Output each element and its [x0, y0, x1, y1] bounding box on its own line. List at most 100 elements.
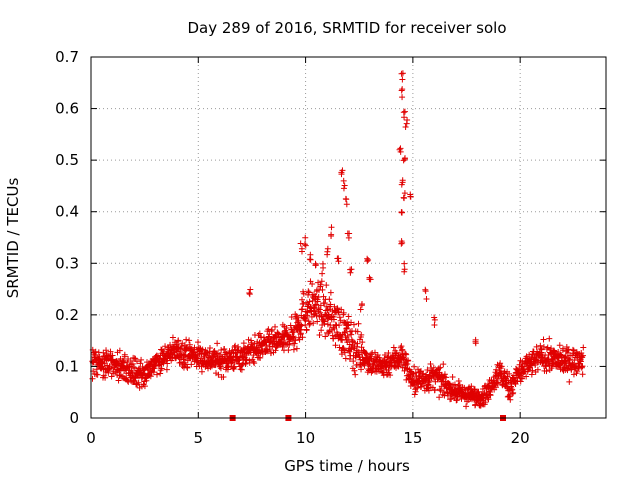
data-point [350, 345, 357, 352]
data-point [328, 231, 335, 238]
data-point [570, 347, 577, 354]
data-point [206, 345, 213, 352]
data-point [298, 248, 305, 255]
data-point [348, 266, 355, 273]
data-point [560, 345, 567, 352]
data-point [247, 286, 254, 293]
data-point [425, 387, 432, 394]
data-point [325, 311, 332, 318]
data-point [485, 388, 492, 395]
data-point [223, 351, 230, 358]
data-point [314, 318, 321, 325]
data-point [250, 358, 257, 365]
data-point [218, 347, 225, 354]
data-point [293, 313, 300, 320]
data-point [471, 386, 478, 393]
data-point [214, 340, 221, 347]
data-point [396, 146, 403, 153]
data-point [399, 179, 406, 186]
data-point [324, 307, 331, 314]
data-point [364, 258, 371, 265]
data-point [290, 346, 297, 353]
data-point [108, 373, 115, 380]
data-point [312, 262, 319, 269]
data-point [374, 352, 381, 359]
data-point [229, 347, 236, 354]
data-point [533, 343, 540, 350]
data-point [147, 373, 154, 380]
data-point [268, 326, 275, 333]
data-point [401, 108, 408, 115]
data-point [243, 350, 250, 357]
data-point [285, 347, 292, 354]
data-point [343, 201, 350, 208]
data-point [246, 289, 253, 296]
data-point [310, 311, 317, 318]
data-point [401, 266, 408, 273]
data-point [436, 386, 443, 393]
data-point [344, 322, 351, 329]
data-point [461, 384, 468, 391]
data-point [404, 361, 411, 368]
data-point [323, 282, 330, 289]
data-point [158, 365, 165, 372]
chart-title: Day 289 of 2016, SRMTID for receiver sol… [188, 19, 507, 37]
data-point [347, 346, 354, 353]
data-point [431, 314, 438, 321]
data-point [471, 386, 478, 393]
data-point [106, 364, 113, 371]
data-point [437, 387, 444, 394]
data-point [523, 373, 530, 380]
data-point [407, 191, 414, 198]
data-point [176, 359, 183, 366]
data-point [570, 371, 577, 378]
data-point [174, 345, 181, 352]
data-point [399, 94, 406, 101]
y-tick-label: 0.3 [55, 254, 79, 272]
data-point [307, 251, 314, 258]
data-point [405, 357, 412, 364]
data-point [403, 351, 410, 358]
data-point [561, 354, 568, 361]
data-point [331, 325, 338, 332]
data-point [340, 185, 347, 192]
data-point [385, 359, 392, 366]
data-point [129, 360, 136, 367]
data-point [292, 337, 299, 344]
data-point [400, 194, 407, 201]
y-tick-label: 0 [69, 409, 79, 427]
data-point [325, 330, 332, 337]
data-point [493, 366, 500, 373]
data-point [317, 281, 324, 288]
data-point [266, 331, 273, 338]
data-point [338, 171, 345, 178]
data-point [324, 315, 331, 322]
data-point [301, 241, 308, 248]
data-point [357, 306, 364, 313]
data-point [350, 358, 357, 365]
data-point [341, 349, 348, 356]
data-point [327, 289, 334, 296]
x-tick-label: 0 [86, 429, 96, 447]
y-tick-label: 0.7 [55, 48, 79, 66]
data-point [235, 343, 242, 350]
data-point [537, 342, 544, 349]
data-point [350, 321, 357, 328]
data-point [340, 346, 347, 353]
x-tick-label: 20 [511, 429, 530, 447]
data-point [355, 320, 362, 327]
data-point [356, 353, 363, 360]
data-point [335, 258, 342, 265]
data-point [288, 314, 295, 321]
data-point [141, 383, 148, 390]
data-point [225, 363, 232, 370]
data-point [331, 303, 338, 310]
data-point [427, 361, 434, 368]
data-point [302, 234, 309, 241]
data-point [150, 369, 157, 376]
data-point [240, 340, 247, 347]
data-point [221, 346, 228, 353]
data-point [399, 70, 406, 77]
data-point [184, 364, 191, 371]
